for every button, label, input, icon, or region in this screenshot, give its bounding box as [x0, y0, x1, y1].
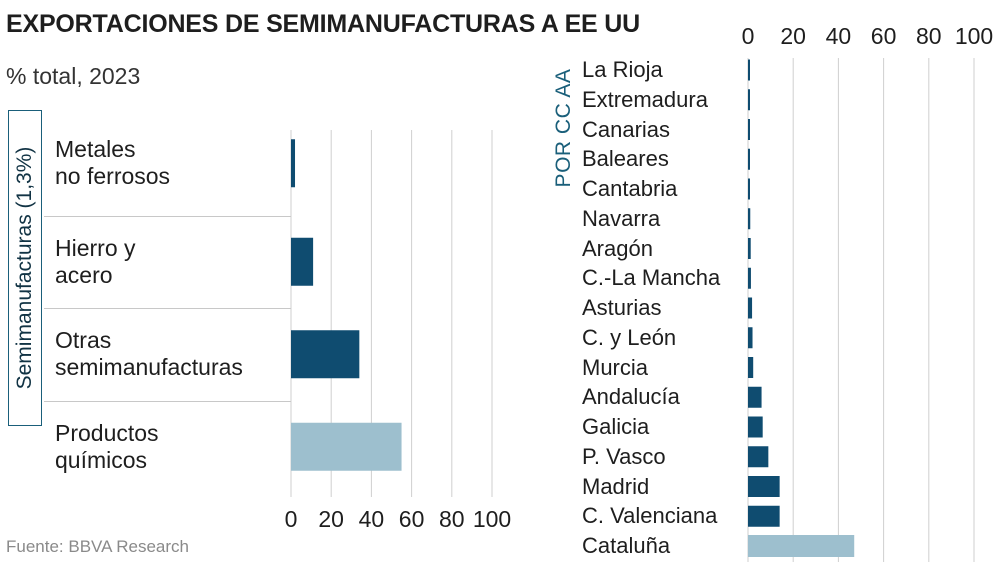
- category-divider: [44, 400, 291, 402]
- region-label: Baleares: [582, 146, 669, 172]
- product-bar: [291, 422, 402, 471]
- region-label: C. Valenciana: [582, 503, 718, 529]
- product-category-label-line: Metales: [55, 136, 136, 163]
- region-label: La Rioja: [582, 57, 663, 82]
- product-category-label-line: químicos: [55, 446, 148, 473]
- region-label: Aragón: [582, 235, 653, 261]
- region-label: Asturias: [582, 295, 662, 320]
- product-category-label: Otras semimanufacturas: [55, 327, 243, 381]
- product-category-label: Productos químicos: [55, 420, 159, 474]
- region-bar: [748, 148, 750, 170]
- left-x-tick-label: 60: [399, 506, 425, 532]
- product-category-label: Hierro y acero: [55, 235, 136, 289]
- left-x-tick-label: 100: [473, 506, 511, 532]
- region-bar: [748, 535, 855, 557]
- right-x-tick-label: 60: [871, 23, 897, 49]
- region-label: Andalucía: [582, 384, 680, 410]
- region-label: Canarias: [582, 116, 671, 142]
- region-label: Cataluña: [582, 533, 671, 558]
- product-bar: [291, 330, 360, 379]
- region-label: Cantabria: [582, 176, 678, 201]
- region-bar: [748, 476, 780, 497]
- product-category-label-line: Hierro y: [55, 234, 136, 261]
- category-divider: [44, 215, 291, 217]
- product-category-label-line: Productos: [55, 419, 159, 446]
- region-bar: [748, 208, 751, 230]
- product-category-label-line: acero: [55, 261, 113, 288]
- region-bar: [748, 178, 750, 200]
- left-x-tick-label: 0: [285, 506, 298, 532]
- category-divider: [44, 308, 291, 309]
- chart-title: EXPORTACIONES DE SEMIMANUFACTURAS A EE U…: [6, 10, 640, 38]
- right-x-tick-label: 20: [780, 23, 806, 49]
- region-label: Madrid: [582, 473, 650, 499]
- region-bar: [748, 446, 769, 468]
- region-label: Murcia: [582, 354, 649, 380]
- region-label: Navarra: [582, 205, 661, 231]
- product-bar: [291, 237, 314, 286]
- region-label: Extremadura: [582, 86, 708, 112]
- region-bar: [748, 119, 750, 140]
- region-bar: [748, 238, 751, 259]
- region-bar: [748, 59, 750, 81]
- product-bar: [291, 139, 296, 188]
- right-x-tick-label: 0: [742, 23, 755, 49]
- region-label: P. Vasco: [582, 443, 666, 469]
- region-bar: [748, 386, 762, 408]
- left-x-tick-label: 40: [359, 506, 385, 532]
- region-label: C. y León: [582, 324, 677, 350]
- left-x-tick-label: 20: [318, 506, 344, 532]
- right-x-tick-label: 40: [826, 23, 852, 49]
- chart-subtitle: % total, 2023: [6, 63, 141, 89]
- product-category-label: Metales no ferrosos: [55, 136, 170, 190]
- left-x-tick-label: 80: [439, 506, 465, 532]
- source-note: Fuente: BBVA Research: [6, 537, 190, 556]
- region-bar: [748, 327, 753, 349]
- region-bar: [748, 267, 751, 289]
- region-bar: [748, 89, 750, 111]
- product-category-label-line: semimanufacturas: [55, 354, 243, 381]
- region-label: C.-La Mancha: [582, 265, 721, 291]
- region-bar: [748, 297, 753, 319]
- region-bar: [748, 357, 754, 378]
- right-x-tick-label: 100: [955, 23, 993, 49]
- region-bar: [748, 505, 780, 527]
- product-category-label-line: Otras: [55, 327, 112, 354]
- region-label: Galicia: [582, 414, 650, 439]
- right-x-tick-label: 80: [916, 23, 942, 49]
- region-bar: [748, 416, 763, 438]
- product-category-label-line: no ferrosos: [55, 163, 171, 190]
- semimanufacturas-group-box: Semimanufacturas (1,3%): [8, 110, 42, 426]
